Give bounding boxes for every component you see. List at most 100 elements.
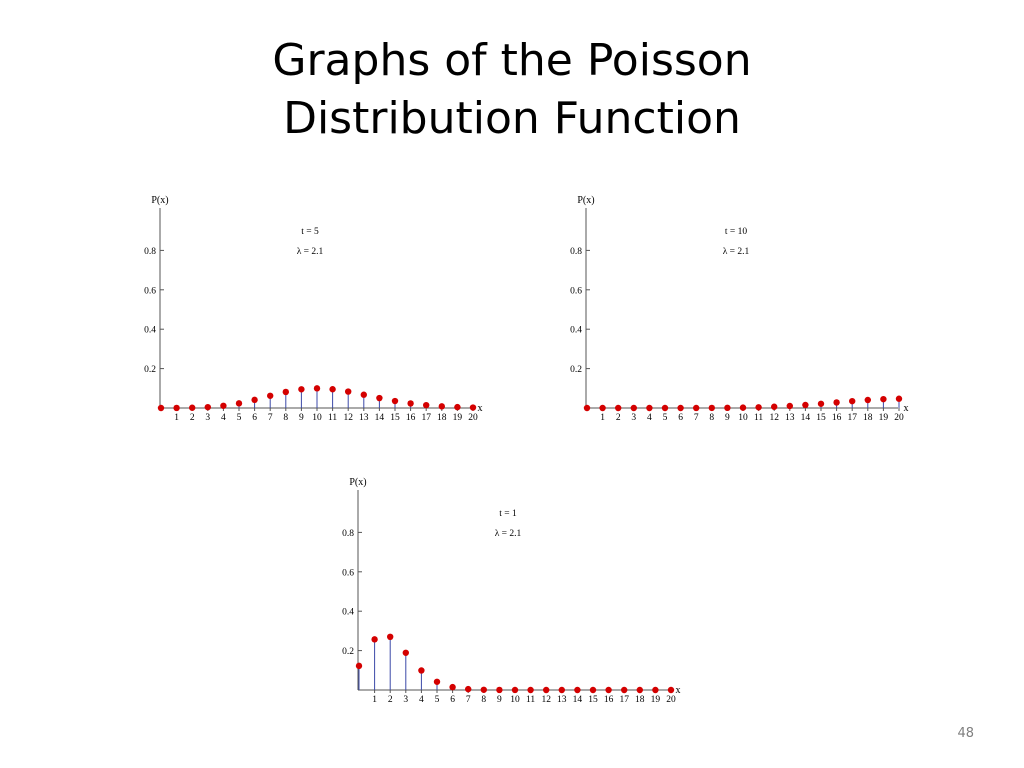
data-point bbox=[391, 397, 399, 405]
x-tick-label: 8 bbox=[481, 695, 486, 705]
y-axis-label: P(x) bbox=[577, 195, 594, 206]
x-tick-label: 5 bbox=[237, 413, 242, 423]
x-tick-label: 15 bbox=[816, 413, 826, 423]
data-point bbox=[423, 401, 430, 409]
x-tick-label: 14 bbox=[801, 413, 811, 423]
y-axis-label: P(x) bbox=[151, 195, 168, 206]
y-tick-label: 0.8 bbox=[144, 247, 156, 257]
x-axis-label: x bbox=[904, 403, 909, 414]
x-tick-label: 13 bbox=[557, 695, 567, 705]
y-tick-label: 0.6 bbox=[342, 568, 354, 578]
data-point bbox=[630, 404, 637, 412]
data-point bbox=[786, 402, 793, 410]
y-tick-label: 0.6 bbox=[570, 286, 582, 296]
x-tick-label: 3 bbox=[403, 695, 408, 705]
data-point bbox=[708, 404, 715, 412]
data-point bbox=[376, 394, 383, 402]
data-point bbox=[282, 388, 289, 396]
data-point bbox=[739, 404, 747, 411]
chart-annotation: t = 10 bbox=[725, 227, 747, 237]
x-tick-label: 9 bbox=[497, 695, 502, 705]
x-tick-label: 2 bbox=[190, 413, 195, 423]
data-point bbox=[527, 686, 534, 694]
data-point bbox=[329, 386, 336, 393]
y-tick-label: 0.4 bbox=[570, 326, 582, 336]
x-tick-label: 11 bbox=[526, 695, 535, 705]
data-point bbox=[496, 686, 503, 694]
chart-annotation: λ = 2.1 bbox=[495, 529, 522, 539]
x-tick-label: 10 bbox=[312, 413, 322, 423]
x-tick-label: 2 bbox=[616, 413, 621, 423]
slide-title-line-1: Graphs of the Poisson bbox=[272, 35, 752, 86]
data-point bbox=[802, 401, 809, 409]
data-point bbox=[755, 404, 762, 411]
x-tick-label: 19 bbox=[651, 695, 661, 705]
x-tick-label: 12 bbox=[769, 413, 779, 423]
data-point bbox=[345, 388, 352, 395]
data-point bbox=[605, 686, 612, 694]
x-tick-label: 20 bbox=[468, 413, 478, 423]
x-tick-label: 15 bbox=[390, 413, 400, 423]
x-tick-label: 14 bbox=[573, 695, 583, 705]
x-tick-label: 2 bbox=[388, 695, 393, 705]
x-tick-label: 15 bbox=[588, 695, 598, 705]
x-tick-label: 8 bbox=[709, 413, 714, 423]
y-tick-label: 0.2 bbox=[342, 647, 354, 657]
x-axis-label: x bbox=[676, 685, 681, 696]
data-point bbox=[235, 400, 243, 407]
x-tick-label: 5 bbox=[663, 413, 668, 423]
x-tick-label: 16 bbox=[406, 413, 416, 423]
data-point bbox=[387, 633, 394, 641]
x-tick-label: 9 bbox=[299, 413, 304, 423]
data-point bbox=[480, 686, 487, 693]
data-point bbox=[298, 386, 305, 393]
data-point bbox=[615, 404, 622, 412]
x-tick-label: 14 bbox=[375, 413, 385, 423]
x-tick-label: 7 bbox=[694, 413, 699, 423]
data-point bbox=[574, 686, 581, 694]
x-tick-label: 19 bbox=[879, 413, 889, 423]
data-point bbox=[589, 686, 597, 694]
y-tick-label: 0.8 bbox=[342, 529, 354, 539]
data-point bbox=[771, 403, 778, 410]
data-point bbox=[433, 678, 441, 685]
y-tick-label: 0.6 bbox=[144, 286, 156, 296]
data-point bbox=[157, 404, 165, 412]
x-tick-label: 16 bbox=[832, 413, 842, 423]
chart-annotation: t = 5 bbox=[301, 227, 319, 237]
x-tick-label: 16 bbox=[604, 695, 614, 705]
x-tick-label: 1 bbox=[600, 413, 605, 423]
x-tick-label: 4 bbox=[647, 413, 652, 423]
y-tick-label: 0.2 bbox=[144, 365, 156, 375]
x-tick-label: 4 bbox=[221, 413, 226, 423]
chart-annotation: λ = 2.1 bbox=[297, 247, 324, 257]
x-tick-label: 6 bbox=[450, 695, 455, 705]
data-point bbox=[220, 402, 227, 409]
x-tick-label: 9 bbox=[725, 413, 730, 423]
data-point bbox=[652, 686, 659, 694]
data-point bbox=[402, 649, 409, 656]
poisson-chart-t5: 0.20.40.60.81 2 3 4 5 6 7 8 9 10 11 12 13 14 15 16 17 18 1… bbox=[144, 195, 482, 423]
data-point bbox=[189, 404, 196, 411]
data-point bbox=[469, 404, 477, 411]
x-tick-label: 12 bbox=[541, 695, 551, 705]
x-tick-label: 7 bbox=[268, 413, 273, 423]
y-axis-label: P(x) bbox=[349, 477, 366, 488]
data-point bbox=[438, 403, 445, 410]
data-point bbox=[355, 662, 363, 670]
data-point bbox=[511, 686, 519, 694]
x-tick-label: 12 bbox=[343, 413, 353, 423]
y-tick-label: 0.8 bbox=[570, 247, 582, 257]
chart-annotation: λ = 2.1 bbox=[723, 247, 750, 257]
chart-annotation: t = 1 bbox=[499, 509, 517, 519]
x-tick-label: 17 bbox=[421, 413, 431, 423]
data-point bbox=[360, 391, 367, 398]
y-tick-label: 0.4 bbox=[144, 326, 156, 336]
data-point bbox=[558, 686, 565, 694]
data-point bbox=[667, 686, 675, 694]
data-point bbox=[646, 404, 653, 412]
data-point bbox=[849, 397, 856, 405]
data-point bbox=[449, 683, 456, 691]
data-point bbox=[583, 404, 591, 412]
x-tick-label: 4 bbox=[419, 695, 424, 705]
